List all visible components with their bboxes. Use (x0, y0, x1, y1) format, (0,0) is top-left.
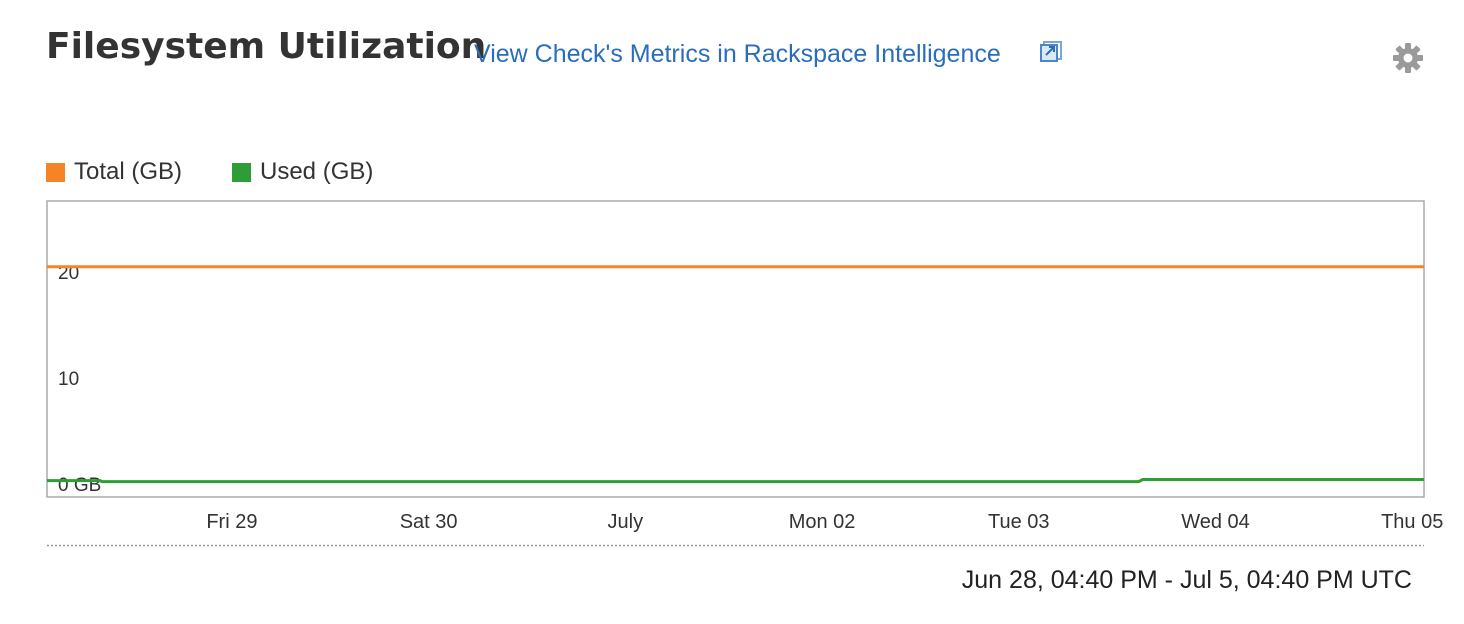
legend-swatch-used (232, 163, 251, 182)
y-tick-label: 0 GB (58, 475, 101, 496)
x-tick-label: Mon 02 (789, 511, 856, 533)
time-range-label: Jun 28, 04:40 PM - Jul 5, 04:40 PM UTC (961, 566, 1412, 594)
x-tick-label: Wed 04 (1181, 511, 1250, 533)
chart-header: Filesystem Utilization View Check's Metr… (46, 24, 1436, 84)
series-line-used (47, 478, 1424, 484)
page-title: Filesystem Utilization (46, 26, 487, 67)
external-link-icon[interactable] (1040, 38, 1064, 62)
view-metrics-link[interactable]: View Check's Metrics in Rackspace Intell… (474, 40, 1001, 68)
plot-frame (46, 200, 1425, 498)
x-tick-label: July (608, 511, 644, 533)
x-tick-label: Sat 30 (400, 511, 458, 533)
x-tick-label: Fri 29 (206, 511, 257, 533)
gear-icon[interactable] (1392, 42, 1424, 74)
y-tick-label: 10 (58, 369, 79, 390)
x-tick-label: Thu 05 (1381, 511, 1443, 533)
legend-label-total: Total (GB) (74, 158, 183, 185)
legend-label-used: Used (GB) (260, 158, 374, 185)
x-tick-label: Tue 03 (988, 511, 1050, 533)
legend-swatch-total (46, 163, 65, 182)
